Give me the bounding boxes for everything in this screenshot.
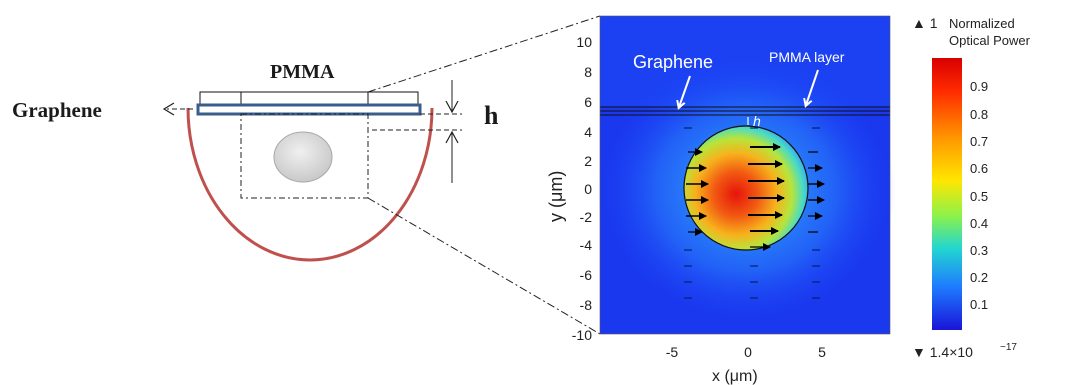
zoom-box [240,113,369,199]
h-label: h [484,101,499,130]
svg-text:▼ 1.4×10: ▼ 1.4×10 [912,344,973,360]
y-tick: -2 [580,209,593,225]
y-tick: 2 [584,153,592,169]
fiber-boundary-circle [683,125,809,251]
colorbar-min-marker: ▼ 1.4×10 −17 [912,342,1017,360]
colorbar-gradient [932,58,962,330]
colorbar-tick: 0.2 [970,270,988,285]
colorbar: ▲ 1 Normalized Optical Power 0.9 0.8 0.7… [912,15,1031,360]
y-tick: -4 [580,237,593,253]
plot-pmma-arrow-icon [806,69,819,105]
svg-text:−17: −17 [1000,342,1017,353]
x-tick: 5 [818,344,826,360]
graphene-arrow-icon [162,102,175,116]
y-tick: -8 [580,297,593,313]
y-tick: 6 [584,94,592,110]
y-tick: 4 [584,124,592,140]
plot-graphene-arrow-icon [679,75,691,107]
h-down-arrow-icon [445,100,459,114]
colorbar-tick: 0.6 [970,161,988,176]
graphene-label: Graphene [12,98,102,122]
y-tick: 0 [584,181,592,197]
colorbar-tick: 0.8 [970,107,988,122]
colorbar-tick: 0.7 [970,134,988,149]
fiber-core [273,131,333,183]
colorbar-tick: 0.5 [970,189,988,204]
h-up-arrow-icon [445,130,459,144]
x-axis: -5 0 5 [666,344,826,360]
x-tick: 0 [744,344,752,360]
plot-h-label: h [753,113,761,129]
y-tick: -6 [580,267,593,283]
colorbar-tick: 0.1 [970,297,988,312]
fiber-schematic: Graphene PMMA h [12,15,601,335]
plot-pmma-layer-label: PMMA layer [769,49,845,65]
mode-field-plot: h Graphene PMMA layer 10 8 6 4 2 0 -2 -4… [546,15,896,385]
mode-core [684,126,808,250]
pmma-label: PMMA [270,61,335,83]
y-tick: 8 [584,64,592,80]
plot-graphene-label: Graphene [633,52,713,72]
fiber-cladding [186,107,434,262]
colorbar-max-marker: ▲ 1 [912,15,938,31]
y-tick: 10 [576,34,592,50]
field-arrows [686,143,825,251]
y-tick: -10 [572,327,592,343]
colorbar-title-line1: Normalized [949,16,1015,31]
x-axis-label: x (μm) [712,368,758,385]
colorbar-title-line2: Optical Power [949,33,1031,48]
colorbar-tick: 0.9 [970,79,988,94]
x-tick: -5 [666,344,679,360]
colorbar-tick: 0.4 [970,216,988,231]
graphene-layer-bar [196,103,422,116]
faint-field-ticks [684,127,820,299]
y-axis: 10 8 6 4 2 0 -2 -4 -6 -8 -10 [572,34,592,343]
y-axis-label: y (μm) [546,171,566,222]
colorbar-tick: 0.3 [970,243,988,258]
